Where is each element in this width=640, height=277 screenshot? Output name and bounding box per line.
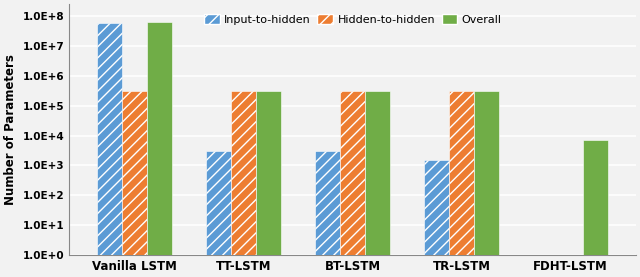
Bar <box>256 91 281 277</box>
Bar <box>231 91 256 277</box>
Bar <box>474 91 499 277</box>
Bar <box>424 160 449 277</box>
Bar <box>315 151 340 277</box>
Bar <box>122 91 147 277</box>
Bar <box>583 140 608 277</box>
Legend: Input-to-hidden, Hidden-to-hidden, Overall: Input-to-hidden, Hidden-to-hidden, Overa… <box>200 10 506 29</box>
Y-axis label: Number of Parameters: Number of Parameters <box>4 54 17 205</box>
Bar <box>365 91 390 277</box>
Bar <box>206 151 231 277</box>
Bar <box>340 91 365 277</box>
Bar <box>147 22 172 277</box>
Bar <box>449 91 474 277</box>
Bar <box>97 23 122 277</box>
